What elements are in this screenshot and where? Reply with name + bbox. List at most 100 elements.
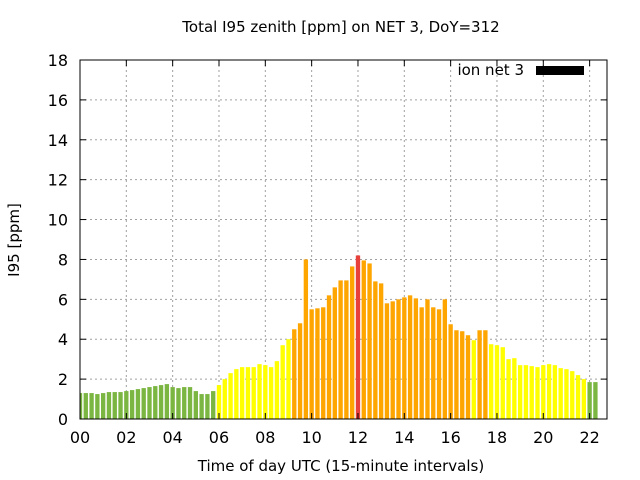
bar bbox=[286, 339, 291, 419]
bar bbox=[95, 394, 100, 419]
bar bbox=[570, 371, 575, 419]
bar bbox=[89, 393, 94, 419]
bar bbox=[100, 393, 106, 419]
bar bbox=[228, 373, 233, 419]
bar bbox=[321, 307, 326, 419]
bar bbox=[367, 263, 372, 419]
x-axis-label: Time of day UTC (15-minute intervals) bbox=[197, 457, 484, 475]
bar bbox=[552, 365, 558, 419]
bar bbox=[309, 309, 314, 419]
bar bbox=[477, 330, 482, 419]
bar bbox=[355, 255, 361, 419]
bar bbox=[83, 393, 88, 419]
bar bbox=[182, 387, 187, 419]
bar bbox=[263, 365, 268, 419]
x-tick-label: 22 bbox=[579, 428, 599, 447]
bar bbox=[303, 259, 309, 419]
bar bbox=[517, 365, 523, 419]
bar bbox=[326, 295, 332, 419]
bar bbox=[124, 391, 129, 419]
bar bbox=[170, 387, 175, 419]
y-axis-label: I95 [ppm] bbox=[5, 203, 23, 277]
bar bbox=[199, 394, 204, 419]
y-tick-label: 0 bbox=[58, 410, 68, 429]
bar bbox=[558, 368, 563, 419]
bar bbox=[546, 364, 552, 419]
bar bbox=[500, 347, 505, 419]
bar bbox=[292, 329, 297, 419]
x-tick-label: 10 bbox=[301, 428, 321, 447]
bar bbox=[581, 379, 586, 419]
bar bbox=[506, 359, 511, 419]
bar bbox=[378, 283, 384, 419]
bar bbox=[402, 297, 407, 419]
legend-label: ion net 3 bbox=[457, 61, 524, 79]
bar bbox=[442, 299, 448, 419]
bar bbox=[297, 323, 303, 419]
bar bbox=[460, 331, 465, 419]
legend-swatch bbox=[536, 66, 584, 75]
bar bbox=[193, 391, 198, 419]
y-tick-label: 2 bbox=[58, 370, 68, 389]
bar bbox=[135, 389, 141, 419]
bar bbox=[436, 309, 442, 419]
y-tick-label: 4 bbox=[58, 330, 68, 349]
bar bbox=[147, 387, 152, 419]
legend: ion net 3 bbox=[457, 61, 584, 79]
bar bbox=[222, 379, 227, 419]
y-tick-labels: 0 2 4 6 8 10 12 14 16 18 bbox=[48, 51, 68, 429]
x-tick-label: 20 bbox=[533, 428, 553, 447]
bar bbox=[234, 369, 239, 419]
bar bbox=[587, 382, 592, 419]
bar bbox=[384, 303, 390, 419]
bar bbox=[141, 388, 146, 419]
bar bbox=[211, 391, 216, 419]
bar bbox=[280, 345, 285, 419]
bar bbox=[523, 365, 529, 419]
bar bbox=[489, 344, 494, 419]
x-tick-label: 08 bbox=[255, 428, 275, 447]
bar bbox=[448, 324, 453, 419]
bar bbox=[483, 330, 488, 419]
y-tick-label: 12 bbox=[48, 171, 68, 190]
bar bbox=[575, 375, 581, 419]
bar bbox=[373, 281, 378, 419]
bar bbox=[251, 367, 256, 419]
bar bbox=[118, 392, 123, 419]
bar bbox=[164, 384, 170, 419]
bar bbox=[106, 392, 112, 419]
bar bbox=[350, 266, 355, 419]
bar-series bbox=[80, 255, 598, 419]
bar bbox=[129, 390, 135, 419]
bar bbox=[332, 287, 337, 419]
bar bbox=[471, 340, 476, 419]
bar bbox=[512, 358, 517, 419]
y-tick-label: 8 bbox=[58, 250, 68, 269]
y-tick-label: 16 bbox=[48, 91, 68, 110]
x-tick-label: 18 bbox=[487, 428, 507, 447]
bar bbox=[413, 298, 419, 419]
bar bbox=[454, 330, 459, 419]
bar bbox=[494, 345, 500, 419]
plot-frame bbox=[79, 59, 608, 420]
bar bbox=[407, 295, 413, 419]
bar bbox=[187, 387, 193, 419]
x-tick-labels: 00 02 04 06 08 10 12 14 16 18 20 22 bbox=[70, 428, 600, 447]
x-tick-label: 02 bbox=[116, 428, 136, 447]
x-tick-label: 06 bbox=[209, 428, 229, 447]
bar bbox=[176, 388, 181, 419]
bar bbox=[158, 385, 164, 419]
y-tick-label: 6 bbox=[58, 290, 68, 309]
bar bbox=[239, 367, 245, 419]
axis-ticks bbox=[79, 59, 607, 420]
x-tick-label: 00 bbox=[70, 428, 90, 447]
bar bbox=[465, 335, 471, 419]
bar bbox=[338, 280, 343, 419]
bar bbox=[112, 392, 117, 419]
bar bbox=[205, 394, 210, 419]
bar bbox=[419, 307, 424, 419]
y-tick-label: 10 bbox=[48, 211, 68, 230]
bar bbox=[315, 308, 320, 419]
bar bbox=[396, 299, 401, 419]
